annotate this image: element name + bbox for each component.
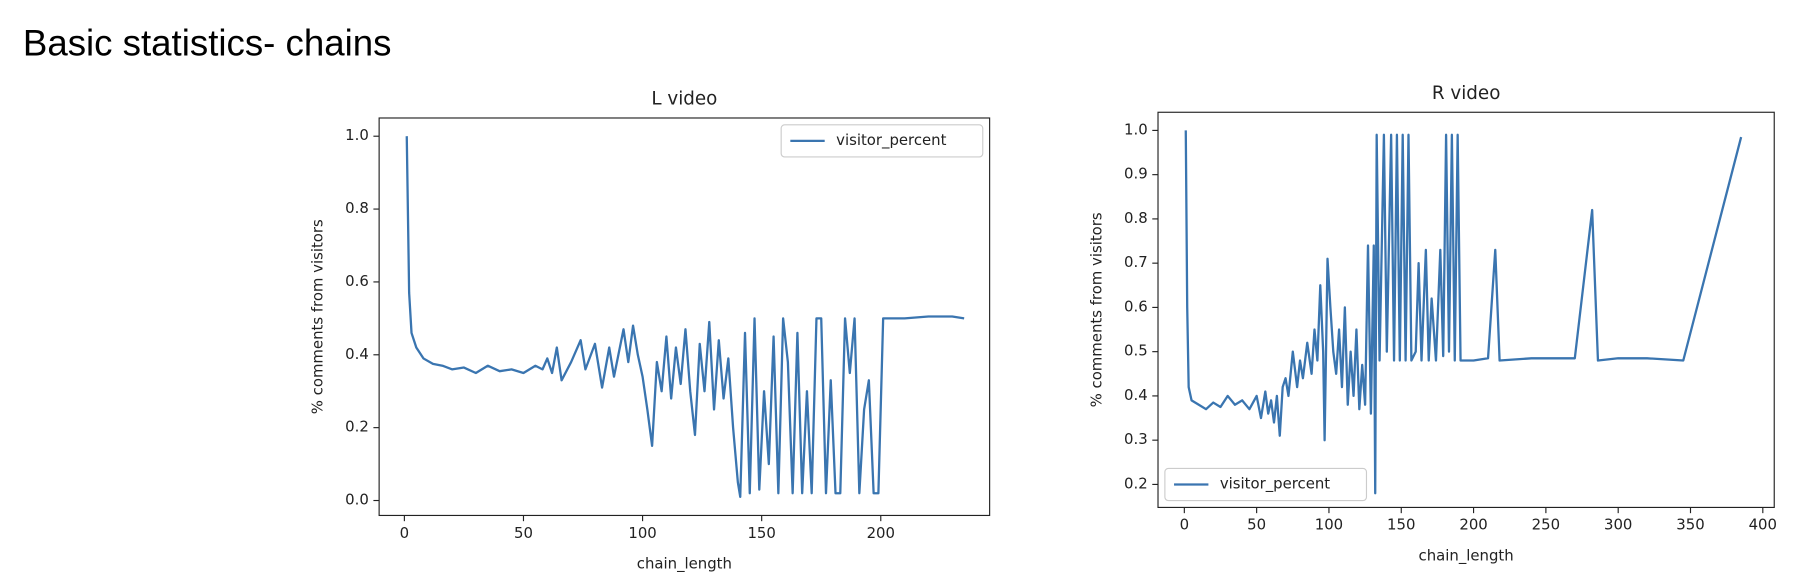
y-tick-label: 0.2 bbox=[345, 418, 369, 436]
y-tick-label: 0.8 bbox=[1124, 209, 1148, 227]
legend-label: visitor_percent bbox=[836, 131, 946, 149]
x-tick-label: 150 bbox=[747, 524, 775, 542]
x-tick-label: 100 bbox=[1315, 516, 1343, 534]
x-tick-label: 150 bbox=[1387, 516, 1415, 534]
x-axis-label: chain_length bbox=[637, 555, 732, 573]
legend-label: visitor_percent bbox=[1220, 475, 1330, 493]
x-tick-label: 400 bbox=[1749, 516, 1777, 534]
page-title: Basic statistics- chains bbox=[23, 23, 392, 64]
chart-title: R video bbox=[1432, 83, 1501, 104]
y-tick-label: 0.3 bbox=[1124, 430, 1148, 448]
legend-box bbox=[1164, 467, 1368, 502]
plot-frame bbox=[378, 117, 991, 517]
y-tick-label: 0.0 bbox=[345, 491, 369, 509]
y-axis-label: % comments from visitors bbox=[308, 219, 326, 414]
x-tick-label: 0 bbox=[1180, 516, 1189, 534]
y-tick-label: 0.6 bbox=[345, 272, 369, 290]
y-tick-label: 0.2 bbox=[1124, 474, 1148, 492]
y-tick-label: 0.8 bbox=[345, 199, 369, 217]
y-tick-label: 0.6 bbox=[1124, 297, 1148, 315]
x-tick-label: 250 bbox=[1532, 516, 1560, 534]
x-tick-label: 300 bbox=[1604, 516, 1632, 534]
series-line bbox=[1184, 130, 1743, 495]
series-line bbox=[405, 136, 965, 499]
x-axis-label: chain_length bbox=[1419, 547, 1514, 565]
y-tick-label: 1.0 bbox=[345, 126, 369, 144]
x-tick-label: 200 bbox=[867, 524, 895, 542]
y-tick-label: 0.4 bbox=[1124, 386, 1148, 404]
x-tick-label: 350 bbox=[1676, 516, 1704, 534]
y-tick-label: 0.9 bbox=[1124, 165, 1148, 183]
y-tick-label: 0.4 bbox=[345, 345, 369, 363]
legend-box bbox=[780, 124, 984, 158]
chart-title: L video bbox=[651, 89, 717, 110]
x-tick-label: 100 bbox=[628, 524, 656, 542]
x-tick-label: 50 bbox=[1247, 516, 1266, 534]
x-tick-label: 50 bbox=[514, 524, 533, 542]
y-tick-label: 0.7 bbox=[1124, 253, 1148, 271]
plot-frame bbox=[1157, 111, 1775, 509]
y-tick-label: 0.5 bbox=[1124, 342, 1148, 360]
y-axis-label: % comments from visitors bbox=[1087, 212, 1105, 407]
y-tick-label: 1.0 bbox=[1124, 120, 1148, 138]
x-tick-label: 0 bbox=[400, 524, 409, 542]
x-tick-label: 200 bbox=[1459, 516, 1487, 534]
